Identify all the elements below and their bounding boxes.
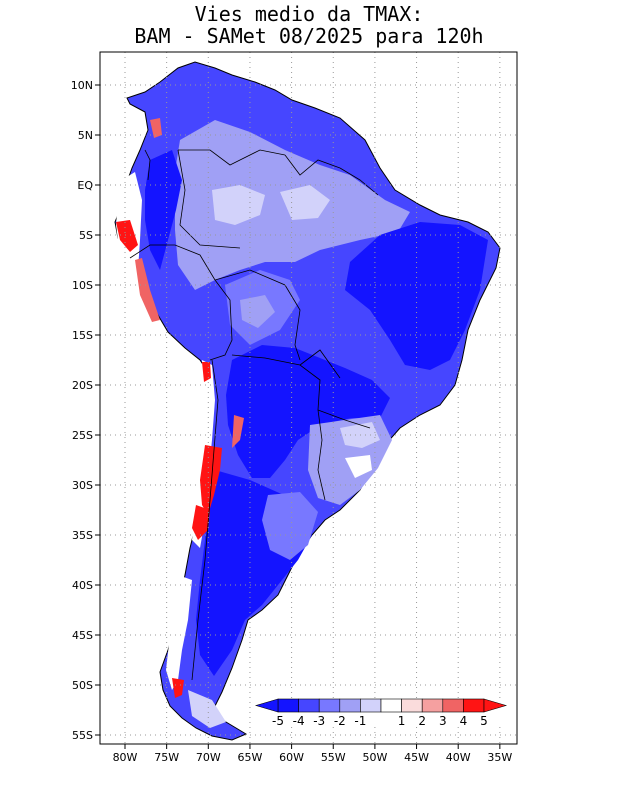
x-tick-label: 75W xyxy=(154,751,179,764)
map-content xyxy=(114,61,501,741)
y-axis-ticks: 10N 5N EQ 5S 10S 15S 20S 25S 30S 35S 40S 45S 50S 55S xyxy=(71,79,100,742)
x-tick-label: 65W xyxy=(238,751,263,764)
bias-region-neutral-andes-north xyxy=(116,172,160,325)
colorbar-arrow-right xyxy=(483,698,508,713)
x-tick-label: 80W xyxy=(113,751,138,764)
y-tick-label: 20S xyxy=(72,379,93,392)
bias-region-neutral-patagonia xyxy=(166,575,192,690)
x-tick-label: 40W xyxy=(446,751,471,764)
y-tick-label: 15S xyxy=(72,329,93,342)
bias-region-positive-chile-central xyxy=(200,445,222,515)
x-tick-label: 60W xyxy=(279,751,304,764)
y-tick-label: 5S xyxy=(79,229,93,242)
bias-region-weak-negative-2 xyxy=(240,295,275,328)
bias-region-neutral-south-brazil xyxy=(345,455,372,478)
colorbar-label: 4 xyxy=(460,714,468,728)
bias-region-moderate-negative-pampas xyxy=(262,492,318,560)
colorbar-arrow-left xyxy=(254,698,279,713)
x-tick-label: 50W xyxy=(362,751,387,764)
colorbar-label: 5 xyxy=(480,714,488,728)
colorbar-label: -2 xyxy=(334,714,346,728)
colorbar-swatch xyxy=(463,698,485,713)
y-tick-label: 45S xyxy=(72,629,93,642)
colorbar-swatch xyxy=(421,698,444,713)
colorbar-label: -3 xyxy=(313,714,325,728)
bias-region-positive-andes-east xyxy=(232,415,244,448)
y-tick-label: 10N xyxy=(71,79,93,92)
colorbar-swatch xyxy=(401,698,423,713)
y-tick-label: 5N xyxy=(78,129,93,142)
x-tick-label: 45W xyxy=(404,751,429,764)
x-tick-label: 35W xyxy=(487,751,512,764)
bias-region-positive-peru-coast xyxy=(135,258,160,322)
map-frame xyxy=(99,51,518,745)
bias-region-strong-negative-northeast xyxy=(345,222,488,370)
bias-region-slight-negative xyxy=(212,185,265,225)
colorbar-swatch xyxy=(298,698,320,713)
bias-region-positive-tierra-del-fuego xyxy=(172,678,184,698)
bias-region-neutral-chile xyxy=(192,360,215,548)
bias-region-strong-negative-andes xyxy=(145,150,182,270)
colorbar-label: -1 xyxy=(354,714,366,728)
colorbar-swatch xyxy=(360,698,382,713)
colorbar-swatch xyxy=(318,698,341,713)
bias-region-positive-colombia xyxy=(150,118,162,138)
y-tick-label: EQ xyxy=(77,179,93,192)
y-tick-label: 35S xyxy=(72,529,93,542)
title-line-2: BAM - SAMet 08/2025 para 120h xyxy=(134,24,484,48)
colorbar-label: -4 xyxy=(293,714,305,728)
country-borders xyxy=(129,149,379,681)
colorbar-label: 1 xyxy=(398,714,406,728)
colorbar-label: -5 xyxy=(272,714,284,728)
colorbar-label: 3 xyxy=(439,714,447,728)
colorbar-swatch xyxy=(380,698,402,713)
x-tick-label: 70W xyxy=(196,751,221,764)
colorbar-label: 2 xyxy=(418,714,426,728)
bias-region-positive-chile-south xyxy=(192,505,210,540)
colorbar: -5 -4 -3 -2 -1 1 2 3 4 5 xyxy=(252,698,516,728)
colorbar-swatch xyxy=(277,698,299,713)
bias-region-slight-negative-2 xyxy=(280,185,330,220)
y-tick-label: 55S xyxy=(72,729,93,742)
y-tick-label: 30S xyxy=(72,479,93,492)
colorbar-swatch xyxy=(442,698,464,713)
y-tick-label: 50S xyxy=(72,679,93,692)
x-tick-label: 55W xyxy=(321,751,346,764)
y-tick-label: 25S xyxy=(72,429,93,442)
y-tick-label: 40S xyxy=(72,579,93,592)
graticule-grid xyxy=(100,52,517,744)
colorbar-swatch xyxy=(339,698,361,713)
title-line-1: Vies medio da TMAX: xyxy=(194,2,424,26)
y-tick-label: 10S xyxy=(72,279,93,292)
bias-region-strong-negative-central xyxy=(226,345,390,478)
x-axis-ticks: 80W 75W 70W 65W 60W 55W 50W 45W 40W 35W xyxy=(113,744,512,764)
bias-region-positive-peru xyxy=(116,220,138,252)
bias-region-weak-negative-patagonia xyxy=(188,690,226,728)
